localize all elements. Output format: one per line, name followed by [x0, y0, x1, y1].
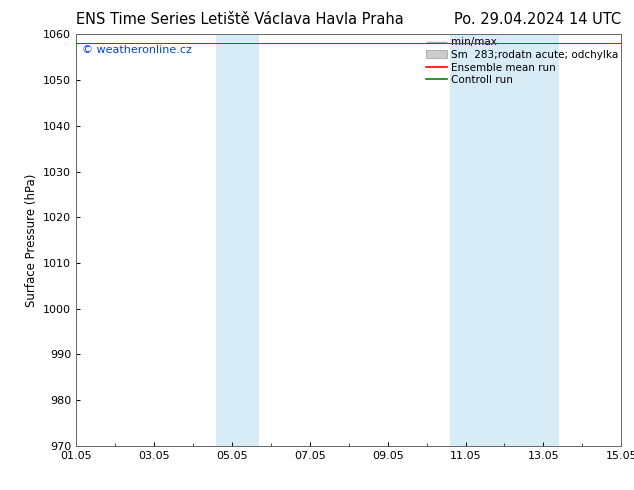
Bar: [450, 34, 559, 446]
Legend: min/max, Sm  283;rodatn acute; odchylka, Ensemble mean run, Controll run: min/max, Sm 283;rodatn acute; odchylka, …: [426, 37, 618, 85]
Y-axis label: Surface Pressure (hPa): Surface Pressure (hPa): [25, 173, 37, 307]
Text: © weatheronline.cz: © weatheronline.cz: [82, 45, 191, 54]
Text: Po. 29.04.2024 14 UTC: Po. 29.04.2024 14 UTC: [454, 12, 621, 27]
Text: ENS Time Series Letiště Václava Havla Praha: ENS Time Series Letiště Václava Havla Pr…: [76, 12, 404, 27]
Bar: [216, 34, 259, 446]
